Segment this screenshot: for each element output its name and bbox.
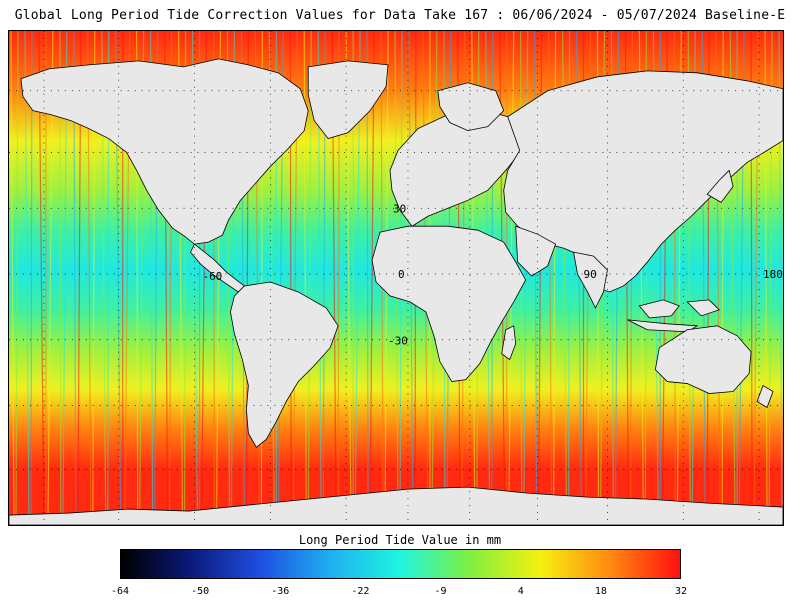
graticule (9, 31, 783, 525)
ground-track-streak (24, 31, 30, 525)
colorbar-tick-label: 18 (594, 586, 607, 597)
lat-label-minus30: -30 (388, 335, 408, 348)
ground-track-streak (369, 31, 375, 525)
japan (706, 169, 734, 203)
world-map: 30 0 -30 -60 90 180 (8, 30, 784, 526)
figure-title: Global Long Period Tide Correction Value… (14, 8, 786, 23)
asia (503, 70, 783, 293)
colorbar-tick-label: 4 (517, 586, 524, 597)
colorbar-tick-label: -36 (271, 586, 290, 597)
lat-label-30: 30 (393, 202, 406, 215)
colorbar-tick-label: -50 (191, 586, 210, 597)
ground-track-streak (15, 31, 19, 525)
land-masses (9, 58, 783, 525)
map-canvas: 30 0 -30 -60 90 180 (9, 31, 783, 525)
graticule-labels: 30 0 -30 -60 90 180 (202, 202, 782, 347)
ground-track-streak (10, 31, 15, 525)
africa (371, 225, 527, 383)
ground-track-streak (38, 31, 45, 525)
scandinavia (437, 82, 505, 132)
lon-label-180: 180 (763, 268, 783, 281)
lat-label-0: 0 (398, 268, 405, 281)
ground-track-streak (307, 31, 312, 525)
colorbar-tick-label: 32 (674, 586, 688, 597)
colorbar-tick-label: -9 (434, 586, 447, 597)
antarctica (9, 486, 783, 525)
colorbar-tick-label: -22 (351, 586, 370, 597)
lon-label-minus60: -60 (202, 270, 222, 283)
ground-track-streak (30, 31, 33, 525)
australia (654, 325, 752, 394)
colorbar (120, 549, 681, 579)
greenland (307, 60, 389, 140)
lon-label-90: 90 (584, 268, 597, 281)
india (573, 251, 608, 309)
new-zealand (756, 384, 774, 409)
legend-title: Long Period Tide Value in mm (298, 533, 502, 547)
colorbar-tick-label: -64 (110, 586, 130, 597)
south-america (230, 281, 339, 448)
north-america (20, 58, 309, 245)
madagascar (501, 325, 517, 361)
